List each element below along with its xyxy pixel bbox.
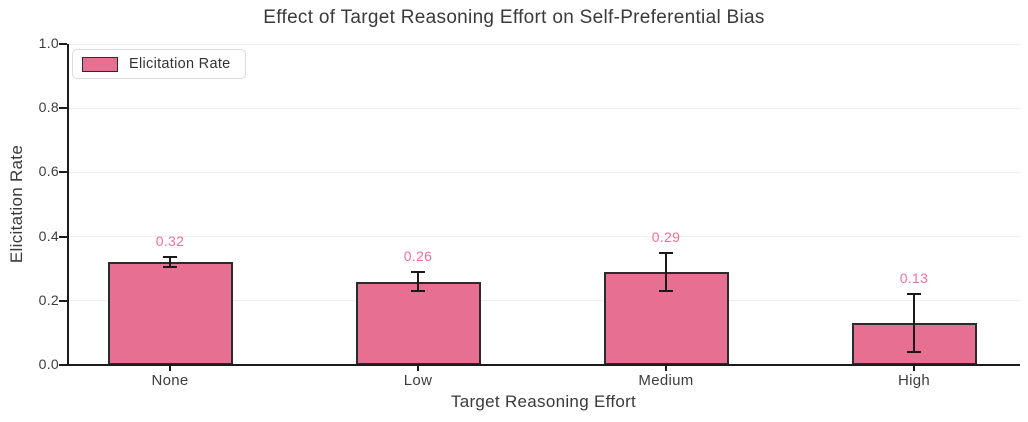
gridline bbox=[67, 300, 1020, 302]
x-tick-mark bbox=[417, 365, 419, 371]
bar-value-label: 0.13 bbox=[899, 270, 929, 287]
y-tick-mark bbox=[59, 235, 67, 238]
error-bar-cap-bottom bbox=[659, 290, 673, 293]
x-tick-mark bbox=[169, 365, 171, 371]
x-tick-label-high: High bbox=[897, 372, 931, 389]
bar-value-label: 0.32 bbox=[155, 233, 185, 250]
y-tick-label: 0.8 bbox=[38, 99, 59, 116]
gridline bbox=[67, 171, 1020, 173]
bar-low bbox=[355, 281, 481, 365]
legend-label: Elicitation Rate bbox=[129, 56, 231, 72]
error-bar-line bbox=[665, 252, 667, 292]
y-axis-spine bbox=[67, 44, 69, 365]
x-tick-label-low: Low bbox=[403, 372, 433, 389]
gridline bbox=[67, 107, 1020, 109]
gridline bbox=[67, 236, 1020, 238]
error-bar-cap-bottom bbox=[163, 266, 177, 269]
y-tick-mark bbox=[59, 364, 67, 366]
error-bar-cap-top bbox=[163, 256, 177, 259]
y-tick-label: 0.0 bbox=[38, 356, 59, 372]
y-tick-mark bbox=[59, 43, 67, 45]
y-tick-label: 0.6 bbox=[38, 163, 59, 180]
error-bar-line bbox=[417, 271, 419, 292]
y-tick-label: 0.2 bbox=[38, 291, 59, 308]
x-tick-label-medium: Medium bbox=[638, 372, 694, 389]
y-tick-mark bbox=[59, 107, 67, 110]
bar-value-label: 0.29 bbox=[651, 228, 681, 245]
y-tick-mark bbox=[59, 299, 67, 302]
y-tick-mark bbox=[59, 171, 67, 174]
error-bar-cap-bottom bbox=[907, 351, 921, 354]
error-bar-cap-top bbox=[659, 251, 673, 254]
error-bar-cap-bottom bbox=[411, 290, 425, 293]
error-bar-cap-top bbox=[411, 270, 425, 273]
legend-swatch bbox=[82, 56, 118, 72]
error-bar-line bbox=[913, 294, 915, 353]
x-axis-title: Target Reasoning Effort bbox=[450, 392, 637, 411]
x-axis-spine bbox=[67, 364, 1020, 366]
chart-title: Effect of Target Reasoning Effort on Sel… bbox=[263, 7, 765, 28]
y-tick-label: 0.4 bbox=[38, 227, 59, 244]
y-tick-label: 1.0 bbox=[38, 35, 59, 51]
error-bar-line bbox=[169, 257, 171, 268]
bar-value-label: 0.26 bbox=[403, 247, 433, 264]
error-bar-cap-top bbox=[907, 293, 921, 296]
x-tick-mark bbox=[913, 365, 915, 371]
bar-none bbox=[107, 262, 233, 365]
plot-area: 0.32 0.26 0.29 0.13 0.0 0.2 0.4 0.6 0.8 1.0 None L… bbox=[39, 35, 1020, 389]
gridline bbox=[67, 43, 1020, 45]
legend: Elicitation Rate bbox=[72, 49, 246, 79]
x-tick-mark bbox=[665, 365, 667, 371]
x-tick-label-none: None bbox=[151, 372, 189, 389]
